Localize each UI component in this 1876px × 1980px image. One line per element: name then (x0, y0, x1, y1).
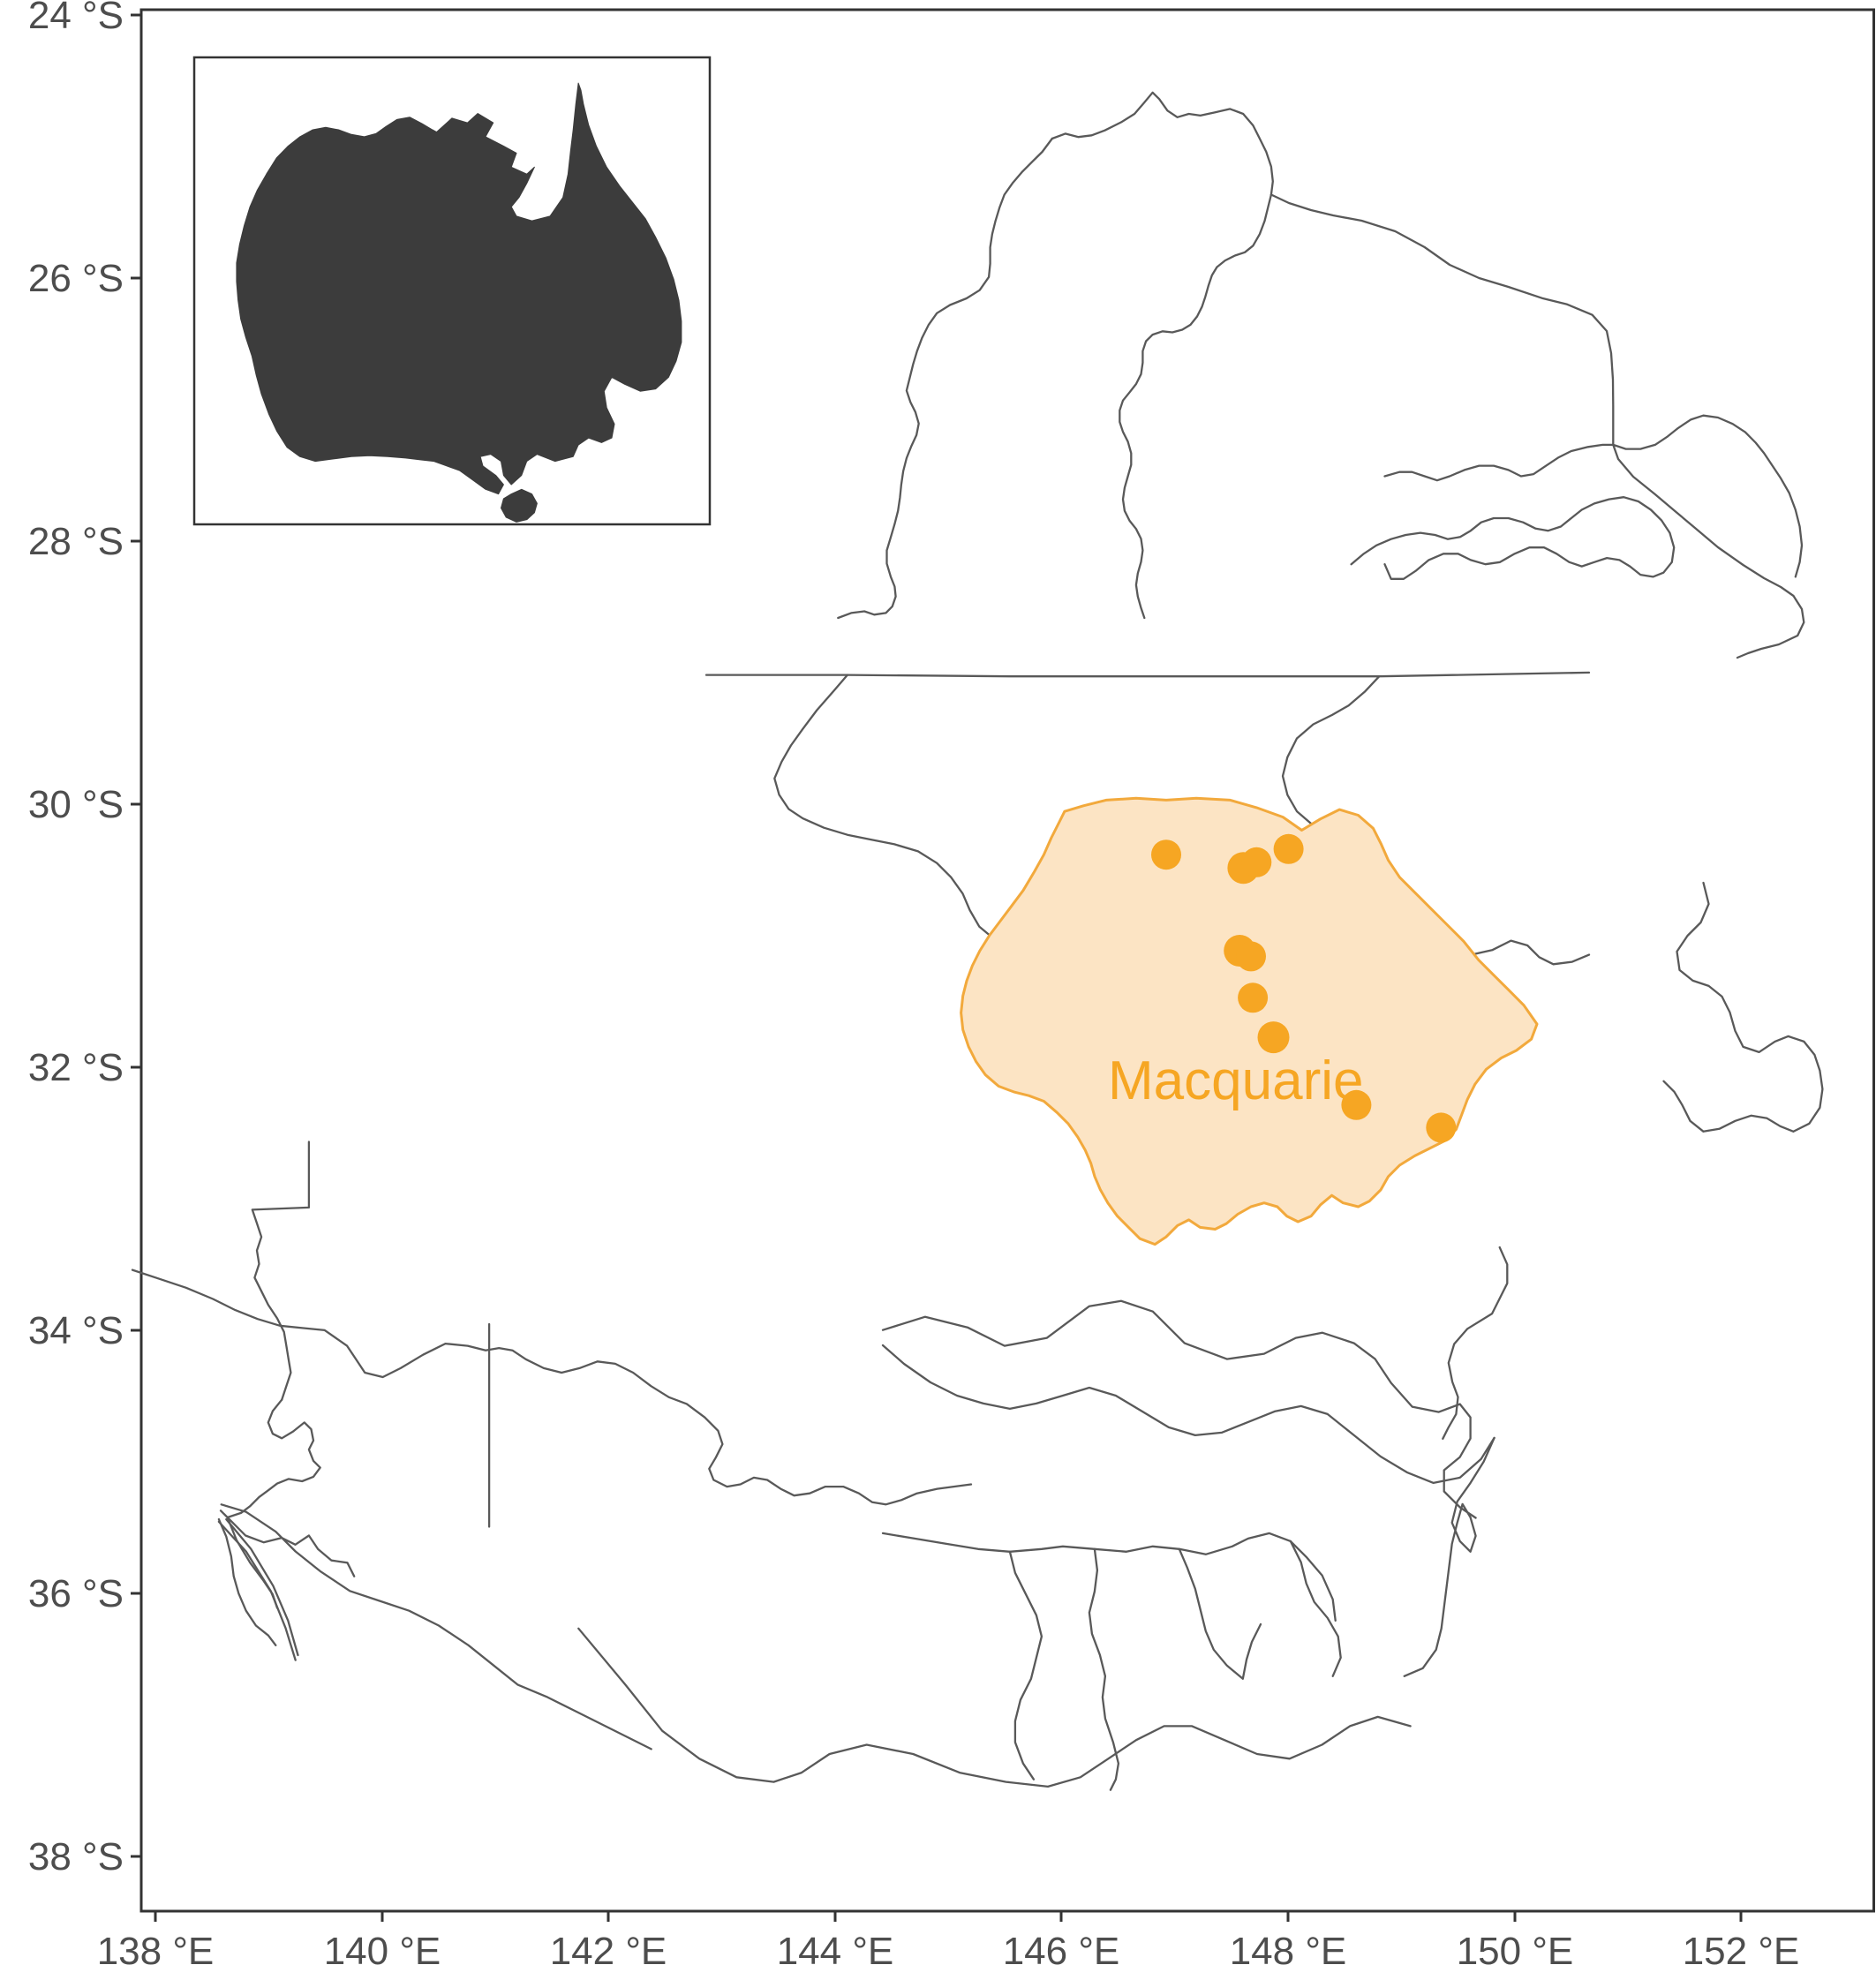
svg-text:34 °S: 34 °S (28, 1309, 124, 1352)
svg-text:152 °E: 152 °E (1683, 1930, 1800, 1973)
svg-text:142 °E: 142 °E (550, 1930, 667, 1973)
svg-text:30 °S: 30 °S (28, 783, 124, 826)
svg-text:24 °S: 24 °S (28, 0, 124, 37)
svg-text:140 °E: 140 °E (324, 1930, 441, 1973)
svg-text:150 °E: 150 °E (1457, 1930, 1574, 1973)
svg-text:Macquarie: Macquarie (1108, 1050, 1363, 1111)
svg-text:28 °S: 28 °S (28, 520, 124, 563)
svg-text:146 °E: 146 °E (1003, 1930, 1120, 1973)
svg-text:38 °S: 38 °S (28, 1835, 124, 1878)
svg-text:138 °E: 138 °E (97, 1930, 215, 1973)
svg-text:36 °S: 36 °S (28, 1572, 124, 1615)
svg-text:148 °E: 148 °E (1230, 1930, 1347, 1973)
svg-text:144 °E: 144 °E (777, 1930, 894, 1973)
svg-text:32 °S: 32 °S (28, 1046, 124, 1089)
svg-text:26 °S: 26 °S (28, 257, 124, 300)
